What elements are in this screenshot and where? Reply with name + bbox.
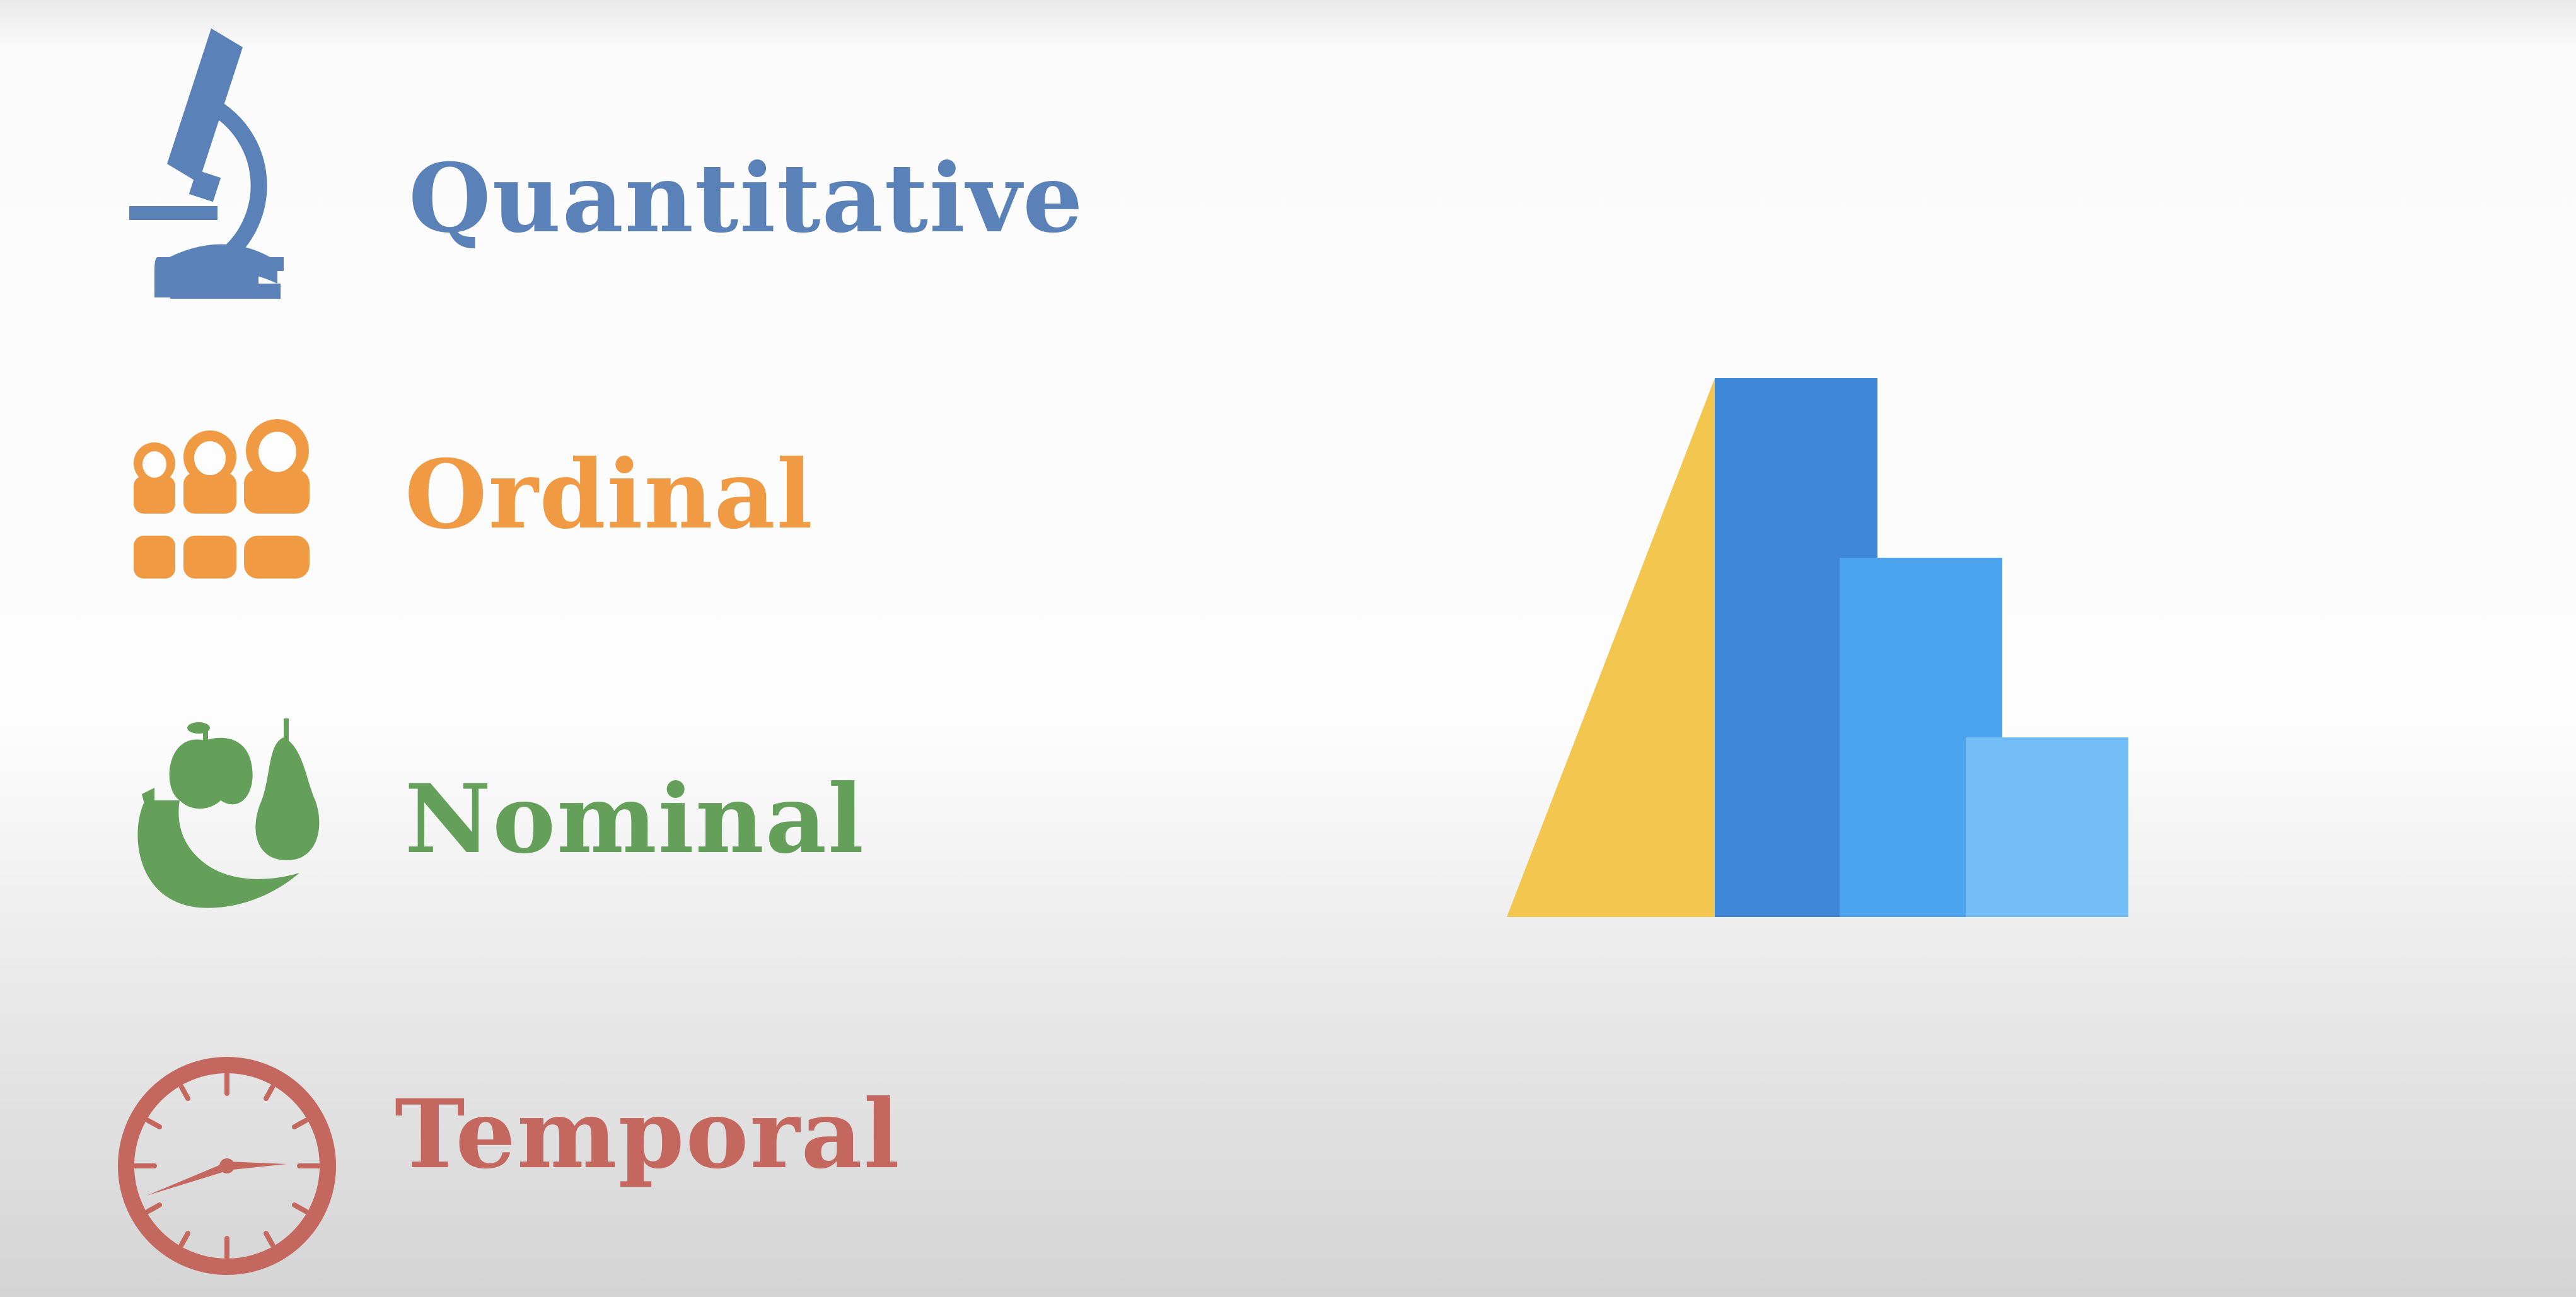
- label-temporal: Temporal: [395, 1079, 901, 1190]
- label-ordinal: Ordinal: [405, 439, 814, 550]
- category-nominal: Nominal: [0, 718, 1261, 939]
- category-ordinal: Ordinal: [0, 403, 1261, 592]
- nesting-dolls-icon: [129, 416, 318, 599]
- label-nominal: Nominal: [405, 764, 866, 875]
- clock-icon: [117, 1056, 337, 1276]
- microscope-icon: [129, 19, 318, 303]
- data-types-bar-logo: [1507, 378, 2131, 920]
- logo-triangle: [1507, 378, 1715, 917]
- category-quantitative: Quantitative: [0, 19, 1261, 309]
- label-quantitative: Quantitative: [409, 143, 1084, 254]
- category-temporal: Temporal: [0, 1049, 1261, 1283]
- fruits-icon: [129, 718, 350, 939]
- logo-bar-3: [1966, 737, 2128, 917]
